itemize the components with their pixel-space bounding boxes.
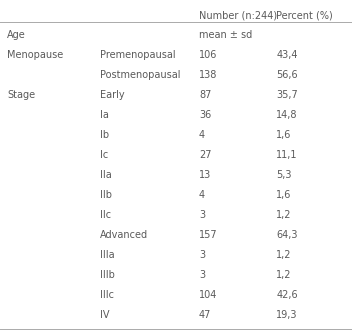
Text: 1,6: 1,6	[276, 130, 292, 139]
Text: 64,3: 64,3	[276, 229, 298, 240]
Text: 14,8: 14,8	[276, 110, 298, 120]
Text: Postmenopausal: Postmenopausal	[100, 70, 181, 80]
Text: 42,6: 42,6	[276, 290, 298, 300]
Text: 19,3: 19,3	[276, 309, 298, 320]
Text: 3: 3	[199, 250, 205, 260]
Text: 43,4: 43,4	[276, 50, 298, 59]
Text: IIIc: IIIc	[100, 290, 114, 300]
Text: IIIb: IIIb	[100, 269, 115, 280]
Text: Premenopausal: Premenopausal	[100, 50, 176, 59]
Text: Menopause: Menopause	[7, 50, 63, 59]
Text: 1,6: 1,6	[276, 190, 292, 200]
Text: 106: 106	[199, 50, 217, 59]
Text: Ib: Ib	[100, 130, 109, 139]
Text: 138: 138	[199, 70, 217, 80]
Text: 27: 27	[199, 150, 212, 160]
Text: 11,1: 11,1	[276, 150, 298, 160]
Text: 4: 4	[199, 190, 205, 200]
Text: 157: 157	[199, 229, 218, 240]
Text: 13: 13	[199, 170, 211, 179]
Text: mean ± sd: mean ± sd	[199, 30, 252, 40]
Text: Ia: Ia	[100, 110, 109, 120]
Text: 1,2: 1,2	[276, 269, 292, 280]
Text: 87: 87	[199, 90, 211, 99]
Text: 1,2: 1,2	[276, 250, 292, 260]
Text: IIb: IIb	[100, 190, 112, 200]
Text: Advanced: Advanced	[100, 229, 149, 240]
Text: 35,7: 35,7	[276, 90, 298, 99]
Text: 3: 3	[199, 269, 205, 280]
Text: IIIa: IIIa	[100, 250, 115, 260]
Text: IIa: IIa	[100, 170, 112, 179]
Text: 5,3: 5,3	[276, 170, 292, 179]
Text: 36: 36	[199, 110, 211, 120]
Text: 4: 4	[199, 130, 205, 139]
Text: IV: IV	[100, 309, 110, 320]
Text: 104: 104	[199, 290, 217, 300]
Text: Early: Early	[100, 90, 125, 99]
Text: 47: 47	[199, 309, 211, 320]
Text: 56,6: 56,6	[276, 70, 298, 80]
Text: 3: 3	[199, 210, 205, 220]
Text: Ic: Ic	[100, 150, 108, 160]
Text: Number (n:244): Number (n:244)	[199, 10, 277, 20]
Text: 1,2: 1,2	[276, 210, 292, 220]
Text: Percent (%): Percent (%)	[276, 10, 333, 20]
Text: Age: Age	[7, 30, 26, 40]
Text: IIc: IIc	[100, 210, 112, 220]
Text: Stage: Stage	[7, 90, 35, 99]
